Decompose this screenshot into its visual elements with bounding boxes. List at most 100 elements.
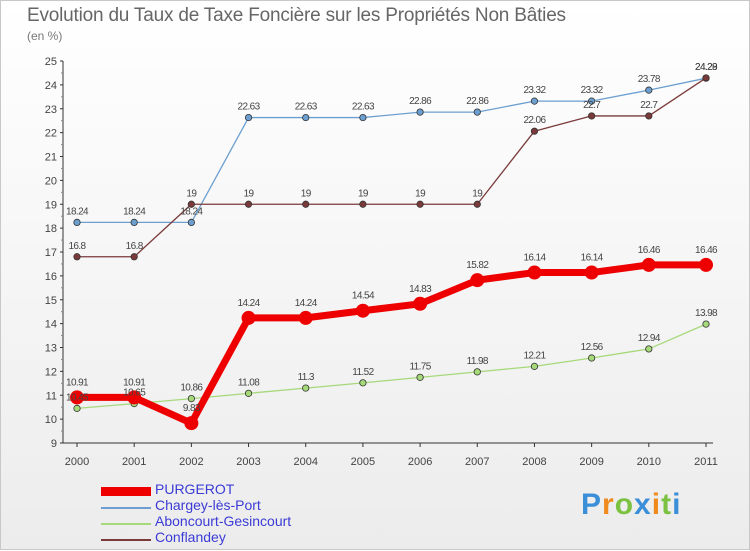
data-label: 16.8 — [126, 241, 144, 252]
data-label: 10.86 — [180, 383, 203, 394]
y-tick-label: 19 — [45, 199, 57, 211]
data-point — [187, 200, 195, 208]
data-label: 18.24 — [66, 206, 89, 217]
logo-letter: i — [672, 488, 682, 521]
data-label: 22.86 — [466, 96, 489, 107]
data-label: 23.32 — [581, 85, 604, 96]
data-label: 14.24 — [295, 298, 318, 309]
data-point — [359, 113, 367, 122]
data-point — [530, 127, 539, 135]
data-label: 16.46 — [695, 245, 718, 256]
data-label: 12.94 — [638, 333, 661, 344]
data-label: 22.7 — [640, 100, 658, 111]
data-label: 22.86 — [409, 96, 432, 107]
logo-letter: t — [661, 488, 673, 521]
data-point — [416, 373, 424, 381]
data-point — [241, 310, 256, 325]
data-point — [699, 257, 713, 272]
data-label: 9.83 — [183, 403, 201, 414]
data-label: 22.06 — [523, 115, 546, 126]
y-tick-label: 25 — [45, 56, 57, 68]
data-point — [244, 113, 253, 122]
legend-label-chargey: Chargey-lès-Port — [155, 497, 261, 513]
series-conflandey — [73, 74, 710, 261]
series-chargey-les-port — [73, 74, 710, 226]
series-aboncourt-gesincourt — [73, 320, 710, 412]
y-tick-label: 14 — [45, 319, 57, 331]
chart-title: Evolution du Taux de Taxe Foncière sur l… — [27, 5, 566, 26]
data-point — [702, 74, 710, 82]
data-point — [645, 86, 653, 94]
data-point — [473, 108, 481, 116]
y-tick-label: 24 — [45, 80, 57, 92]
legend-label-conflandey: Conflandey — [155, 529, 226, 545]
legend-swatch-aboncourt — [101, 523, 151, 525]
data-point — [73, 218, 81, 226]
data-point — [130, 218, 138, 226]
data-label: 12.56 — [581, 342, 604, 353]
data-point — [130, 253, 138, 261]
data-point — [244, 200, 253, 208]
data-label: 11.3 — [298, 372, 315, 383]
data-label: 23.78 — [638, 74, 661, 85]
data-point — [588, 112, 596, 120]
data-point — [702, 320, 710, 328]
data-label: 10.65 — [123, 388, 146, 399]
data-label: 22.63 — [295, 102, 318, 113]
data-label: 10.91 — [123, 377, 146, 388]
data-label: 14.83 — [409, 284, 432, 295]
data-label: 19 — [244, 188, 255, 199]
x-tick-label: 2007 — [465, 456, 489, 468]
data-point — [73, 253, 81, 261]
legend-label-aboncourt: Aboncourt-Gesincourt — [155, 513, 292, 529]
y-tick-label: 12 — [45, 366, 57, 378]
data-label: 15.82 — [466, 260, 489, 271]
series-line — [77, 77, 707, 224]
x-tick-label: 2002 — [179, 456, 203, 468]
data-label: 16.14 — [581, 253, 604, 264]
data-point — [645, 345, 653, 353]
data-point — [413, 296, 428, 311]
data-label: 12.21 — [523, 350, 546, 361]
y-tick-label: 17 — [45, 247, 57, 259]
chart-unit-label: (en %) — [27, 29, 63, 43]
x-tick-label: 2003 — [236, 456, 260, 468]
proxiti-logo: Proxiti — [581, 488, 681, 522]
x-tick-label: 2001 — [122, 456, 146, 468]
series-purgerot — [70, 257, 713, 431]
data-label: 11.75 — [409, 361, 431, 372]
x-tick-label: 2009 — [579, 456, 603, 468]
data-label: 10.45 — [66, 392, 89, 403]
data-point — [187, 394, 195, 403]
data-label: 18.24 — [180, 206, 203, 217]
legend-label-purgerot: PURGEROT — [155, 481, 235, 497]
x-tick-label: 2000 — [65, 456, 89, 468]
data-point — [359, 200, 367, 208]
y-tick-label: 22 — [45, 128, 57, 140]
x-tick-label: 2005 — [351, 456, 375, 468]
data-label: 11.98 — [467, 356, 489, 367]
data-point — [530, 362, 539, 370]
y-tick-label: 20 — [45, 175, 57, 187]
data-point — [416, 108, 424, 116]
data-point — [73, 404, 81, 412]
x-tick-label: 2004 — [293, 456, 317, 468]
data-label: 11.52 — [352, 367, 374, 378]
logo-letter: r — [602, 488, 615, 521]
logo-letter: x — [634, 488, 652, 521]
legend-swatch-chargey — [101, 507, 151, 509]
y-tick-label: 23 — [45, 104, 57, 116]
data-label: 10.91 — [66, 377, 89, 388]
data-label: 19 — [415, 188, 426, 199]
data-point — [302, 200, 310, 208]
series-line — [77, 77, 707, 258]
data-label: 16.14 — [523, 253, 546, 264]
data-label: 16.8 — [68, 241, 86, 252]
data-point — [187, 218, 195, 226]
data-label: 22.63 — [238, 102, 261, 113]
data-point — [298, 310, 313, 325]
data-point — [527, 265, 542, 280]
data-label: 18.24 — [123, 206, 146, 217]
data-point — [588, 354, 596, 362]
y-tick-label: 13 — [45, 343, 57, 355]
